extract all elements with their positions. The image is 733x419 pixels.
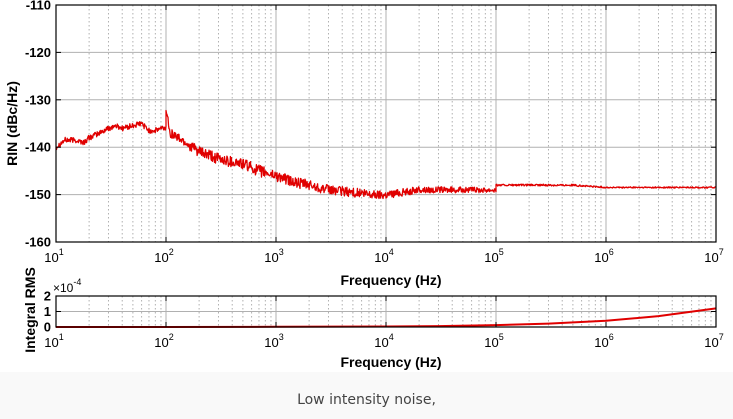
y-tick-label: -110 <box>26 0 51 13</box>
x-tick-label-exp: 6 <box>609 332 614 342</box>
x-tick-label: 104 <box>374 247 393 265</box>
y-tick-label: -140 <box>25 140 51 155</box>
x-axis-label: Frequency (Hz) <box>340 272 441 288</box>
x-tick-label-exp: 7 <box>719 247 724 257</box>
x-tick-label: 105 <box>484 332 503 350</box>
x-tick-label-exp: 7 <box>719 332 724 342</box>
x-tick-label-base: 10 <box>704 335 718 350</box>
y-tick-label: 1 <box>44 304 51 319</box>
x-tick-label-base: 10 <box>264 335 278 350</box>
x-tick-label: 102 <box>154 247 173 265</box>
x-tick-label: 102 <box>154 332 173 350</box>
x-tick-label: 107 <box>704 332 723 350</box>
x-tick-label-exp: 6 <box>609 247 614 257</box>
x-tick-label: 104 <box>374 332 393 350</box>
y-tick-label: -150 <box>25 187 51 202</box>
x-tick-label-exp: 5 <box>499 247 504 257</box>
x-tick-label-exp: 2 <box>169 247 174 257</box>
x-tick-label-base: 10 <box>44 335 58 350</box>
tick-marks <box>55 295 717 328</box>
series-line <box>55 109 717 200</box>
chart-panel-1: 101 102 103 104 105 106 107-160-150-140-130-12… <box>4 0 724 288</box>
x-tick-label-exp: 5 <box>499 332 504 342</box>
y-tick-label: -130 <box>25 92 51 107</box>
x-tick-label-exp: 3 <box>279 247 284 257</box>
x-tick-label-base: 10 <box>484 335 498 350</box>
y-axis-label: Integral RMS <box>22 267 38 353</box>
x-tick-label: 107 <box>704 247 723 265</box>
grid-lines <box>55 4 717 243</box>
x-tick-label-base: 10 <box>594 250 608 265</box>
figure: 101 102 103 104 105 106 107 -160 -150 -140 -130 -12… <box>4 0 724 370</box>
chart-svg: 101 102 103 104 105 106 107-160-150-140-130-12… <box>4 0 724 370</box>
x-tick-label-base: 10 <box>374 250 388 265</box>
x-tick-label-base: 10 <box>374 335 388 350</box>
x-tick-label-exp: 4 <box>389 332 394 342</box>
x-tick-label: 103 <box>264 247 283 265</box>
y-tick-label: 0 <box>44 320 51 335</box>
x-tick-label-exp: 2 <box>169 332 174 342</box>
y-axis-multiplier-base: ×10 <box>53 281 74 295</box>
x-tick-label-base: 10 <box>704 250 718 265</box>
x-axis-label: Frequency (Hz) <box>340 354 441 370</box>
x-tick-label: 103 <box>264 332 283 350</box>
x-tick-label-base: 10 <box>154 250 168 265</box>
x-tick-label: 105 <box>484 247 503 265</box>
x-tick-label-exp: 1 <box>59 332 64 342</box>
x-tick-label-exp: 4 <box>389 247 394 257</box>
x-tick-label: 101 <box>44 247 63 265</box>
y-axis-label: RIN (dBc/Hz) <box>4 81 20 166</box>
y-tick-label: -120 <box>25 45 51 60</box>
figure-caption: Low intensity noise, <box>297 392 436 408</box>
x-tick-label-base: 10 <box>264 250 278 265</box>
y-tick-label: 2 <box>44 289 51 304</box>
x-tick-label-base: 10 <box>594 335 608 350</box>
y-axis-multiplier-exp: -4 <box>73 277 81 287</box>
x-tick-label: 106 <box>594 332 613 350</box>
x-tick-label-base: 10 <box>154 335 168 350</box>
x-tick-label-exp: 1 <box>59 247 64 257</box>
y-axis-multiplier: ×10-4 <box>53 277 81 295</box>
tick-marks <box>55 4 717 243</box>
y-tick-label: -160 <box>25 235 51 250</box>
x-tick-label-base: 10 <box>484 250 498 265</box>
x-tick-label: 106 <box>594 247 613 265</box>
x-tick-label-base: 10 <box>44 250 58 265</box>
x-tick-label: 101 <box>44 332 63 350</box>
x-tick-label-exp: 3 <box>279 332 284 342</box>
